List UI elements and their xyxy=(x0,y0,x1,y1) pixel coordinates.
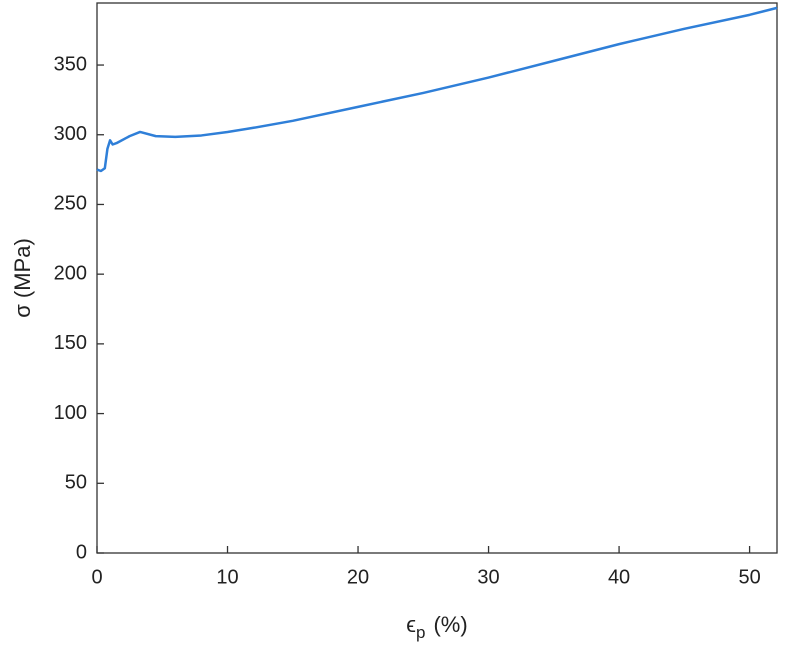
y-tick-label: 0 xyxy=(76,541,87,563)
y-axis-label: σ (MPa) xyxy=(10,238,35,318)
x-tick-label: 40 xyxy=(608,566,630,588)
x-tick-label: 10 xyxy=(216,566,238,588)
data-line xyxy=(96,6,778,173)
plot-frame xyxy=(96,2,778,554)
y-tick-label: 150 xyxy=(54,332,87,354)
x-label-subscript: p xyxy=(416,623,425,642)
y-tick-label: 200 xyxy=(54,262,87,284)
y-tick-label: 250 xyxy=(54,193,87,215)
x-tick-label: 0 xyxy=(91,566,102,588)
x-tick-label: 50 xyxy=(738,566,760,588)
y-tick-label: 100 xyxy=(54,402,87,424)
x-label-unit: (%) xyxy=(433,612,467,637)
y-tick-label: 300 xyxy=(54,123,87,145)
x-axis-label: ϵp (%) xyxy=(406,612,467,643)
x-label-symbol: ϵ xyxy=(406,612,416,637)
x-tick-label: 30 xyxy=(477,566,499,588)
y-tick-label: 350 xyxy=(54,53,87,75)
x-tick-label: 20 xyxy=(347,566,369,588)
y-tick-label: 50 xyxy=(65,472,87,494)
